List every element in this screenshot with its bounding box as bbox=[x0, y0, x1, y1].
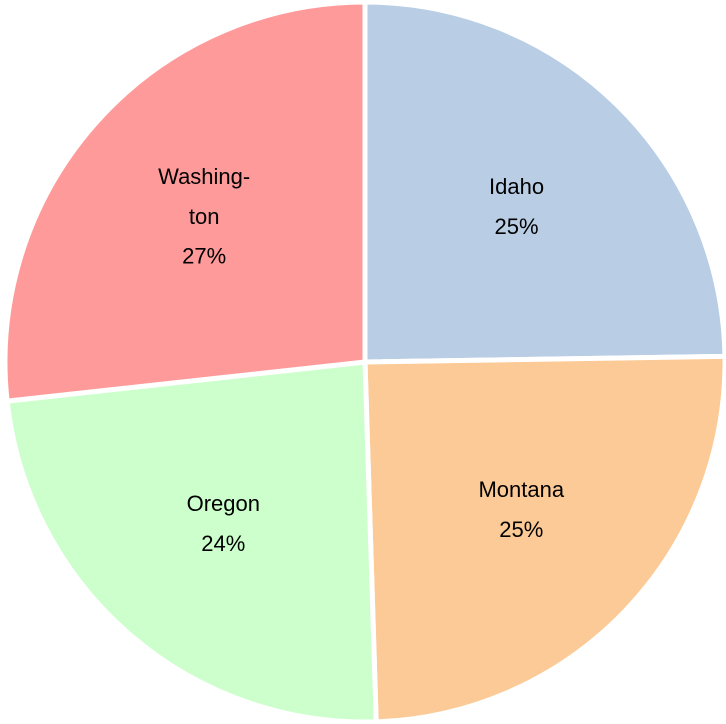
label-line: Montana bbox=[478, 477, 564, 502]
pie-slice bbox=[2, 0, 368, 404]
label-line: Oregon bbox=[187, 491, 260, 516]
label-line: Idaho bbox=[489, 174, 544, 199]
slice-value-label: 27% bbox=[182, 244, 226, 269]
slice-label: Washing-ton bbox=[158, 164, 250, 229]
label-line: ton bbox=[189, 204, 220, 229]
pie-slice bbox=[4, 359, 379, 724]
slice-label: Idaho bbox=[489, 174, 544, 199]
label-line: Washing- bbox=[158, 164, 250, 189]
slice-value-label: 25% bbox=[495, 214, 539, 239]
slice-label: Oregon bbox=[187, 491, 260, 516]
slice-label: Montana bbox=[478, 477, 564, 502]
pie-slice bbox=[362, 353, 726, 724]
slice-value-label: 24% bbox=[201, 531, 245, 556]
pie-slice bbox=[362, 0, 726, 365]
slice-value-label: 25% bbox=[499, 517, 543, 542]
